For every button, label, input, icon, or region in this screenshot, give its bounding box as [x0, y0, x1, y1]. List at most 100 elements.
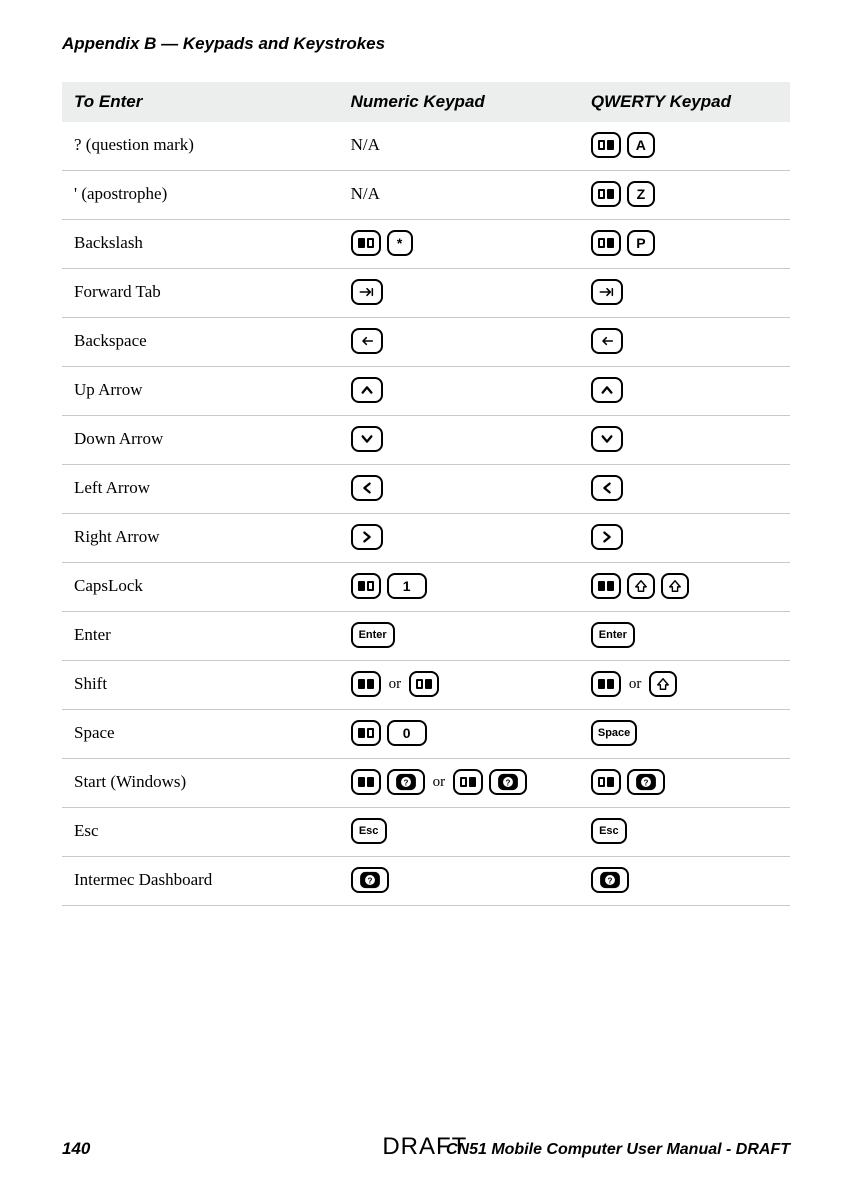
- table-row: Intermec Dashboard ? ?: [62, 857, 790, 906]
- table-row: Backspace: [62, 318, 790, 367]
- or-text: or: [431, 774, 448, 791]
- or-text: or: [387, 676, 404, 693]
- table-row: Forward Tab: [62, 269, 790, 318]
- cell-numeric: [339, 269, 579, 318]
- modifier-key-white-black: [591, 769, 621, 795]
- esc-key: Esc: [351, 818, 387, 844]
- modifier-key-black-white: [351, 720, 381, 746]
- table-row: Enter Enter Enter: [62, 612, 790, 661]
- cell-numeric: N/A: [339, 171, 579, 220]
- cell-qwerty: Esc: [579, 808, 790, 857]
- cell-numeric: [339, 514, 579, 563]
- cell-numeric: ?: [339, 857, 579, 906]
- modifier-key-white-black: [591, 132, 621, 158]
- right-arrow-key-icon: [351, 524, 383, 550]
- table-row: Backslash * P: [62, 220, 790, 269]
- enter-key: Enter: [351, 622, 395, 648]
- cell-numeric: Enter: [339, 612, 579, 661]
- letter-key: Z: [627, 181, 655, 207]
- row-label: Shift: [62, 661, 339, 710]
- table-row: Down Arrow: [62, 416, 790, 465]
- cell-numeric: Esc: [339, 808, 579, 857]
- star-key: *: [387, 230, 413, 256]
- cell-numeric: 1: [339, 563, 579, 612]
- modifier-key-black-black: [591, 573, 621, 599]
- cell-numeric: [339, 416, 579, 465]
- cell-numeric: 0: [339, 710, 579, 759]
- right-arrow-key-icon: [591, 524, 623, 550]
- modifier-key-white-black: [453, 769, 483, 795]
- row-label: Esc: [62, 808, 339, 857]
- cell-qwerty: ?: [579, 857, 790, 906]
- space-key: Space: [591, 720, 637, 746]
- esc-key: Esc: [591, 818, 627, 844]
- svg-text:?: ?: [607, 876, 612, 885]
- modifier-key-black-white: [351, 230, 381, 256]
- cell-qwerty: [579, 563, 790, 612]
- table-row: Left Arrow: [62, 465, 790, 514]
- row-label: Up Arrow: [62, 367, 339, 416]
- cell-qwerty: Space: [579, 710, 790, 759]
- cell-qwerty: Z: [579, 171, 790, 220]
- modifier-key-white-black: [591, 230, 621, 256]
- cell-qwerty: [579, 514, 790, 563]
- row-label: Left Arrow: [62, 465, 339, 514]
- table-row: Right Arrow: [62, 514, 790, 563]
- modifier-key-black-black: [351, 671, 381, 697]
- or-text: or: [627, 676, 644, 693]
- dashboard-key-icon: ?: [627, 769, 665, 795]
- tab-key-icon: [351, 279, 383, 305]
- table-row: ' (apostrophe) N/A Z: [62, 171, 790, 220]
- keystrokes-table: To Enter Numeric Keypad QWERTY Keypad ? …: [62, 82, 790, 906]
- cell-qwerty: [579, 367, 790, 416]
- backspace-key-icon: [591, 328, 623, 354]
- row-label: CapsLock: [62, 563, 339, 612]
- dashboard-key-icon: ?: [489, 769, 527, 795]
- manual-title: CN51 Mobile Computer User Manual - DRAFT: [446, 1141, 790, 1159]
- letter-key: A: [627, 132, 655, 158]
- cell-numeric: [339, 367, 579, 416]
- cell-numeric: ? or ?: [339, 759, 579, 808]
- shift-key-icon: [649, 671, 677, 697]
- cell-qwerty: [579, 318, 790, 367]
- digit-key: 1: [387, 573, 427, 599]
- page-number: 140: [62, 1139, 90, 1159]
- table-row: Space 0 Space: [62, 710, 790, 759]
- digit-key: 0: [387, 720, 427, 746]
- letter-key: P: [627, 230, 655, 256]
- enter-key: Enter: [591, 622, 635, 648]
- cell-qwerty: P: [579, 220, 790, 269]
- col-to-enter: To Enter: [62, 82, 339, 122]
- backspace-key-icon: [351, 328, 383, 354]
- down-arrow-key-icon: [591, 426, 623, 452]
- modifier-key-black-black: [351, 769, 381, 795]
- left-arrow-key-icon: [591, 475, 623, 501]
- row-label: Enter: [62, 612, 339, 661]
- table-row: Esc Esc Esc: [62, 808, 790, 857]
- cell-numeric: *: [339, 220, 579, 269]
- dashboard-key-icon: ?: [591, 867, 629, 893]
- appendix-title: Appendix B — Keypads and Keystrokes: [62, 34, 790, 54]
- row-label: Down Arrow: [62, 416, 339, 465]
- svg-text:?: ?: [506, 778, 511, 787]
- up-arrow-key-icon: [591, 377, 623, 403]
- table-row: Shift or or: [62, 661, 790, 710]
- modifier-key-black-black: [591, 671, 621, 697]
- table-row: Up Arrow: [62, 367, 790, 416]
- cell-numeric: or: [339, 661, 579, 710]
- dashboard-key-icon: ?: [351, 867, 389, 893]
- tab-key-icon: [591, 279, 623, 305]
- modifier-key-black-white: [351, 573, 381, 599]
- shift-key-icon: [661, 573, 689, 599]
- table-row: CapsLock 1: [62, 563, 790, 612]
- row-label: Backspace: [62, 318, 339, 367]
- up-arrow-key-icon: [351, 377, 383, 403]
- draft-watermark: DRAFT: [382, 1133, 467, 1161]
- page-footer: 140 DRAFT CN51 Mobile Computer User Manu…: [62, 1139, 790, 1159]
- col-numeric: Numeric Keypad: [339, 82, 579, 122]
- col-qwerty: QWERTY Keypad: [579, 82, 790, 122]
- table-row: ? (question mark) N/A A: [62, 122, 790, 171]
- row-label: Intermec Dashboard: [62, 857, 339, 906]
- cell-numeric: [339, 465, 579, 514]
- cell-qwerty: Enter: [579, 612, 790, 661]
